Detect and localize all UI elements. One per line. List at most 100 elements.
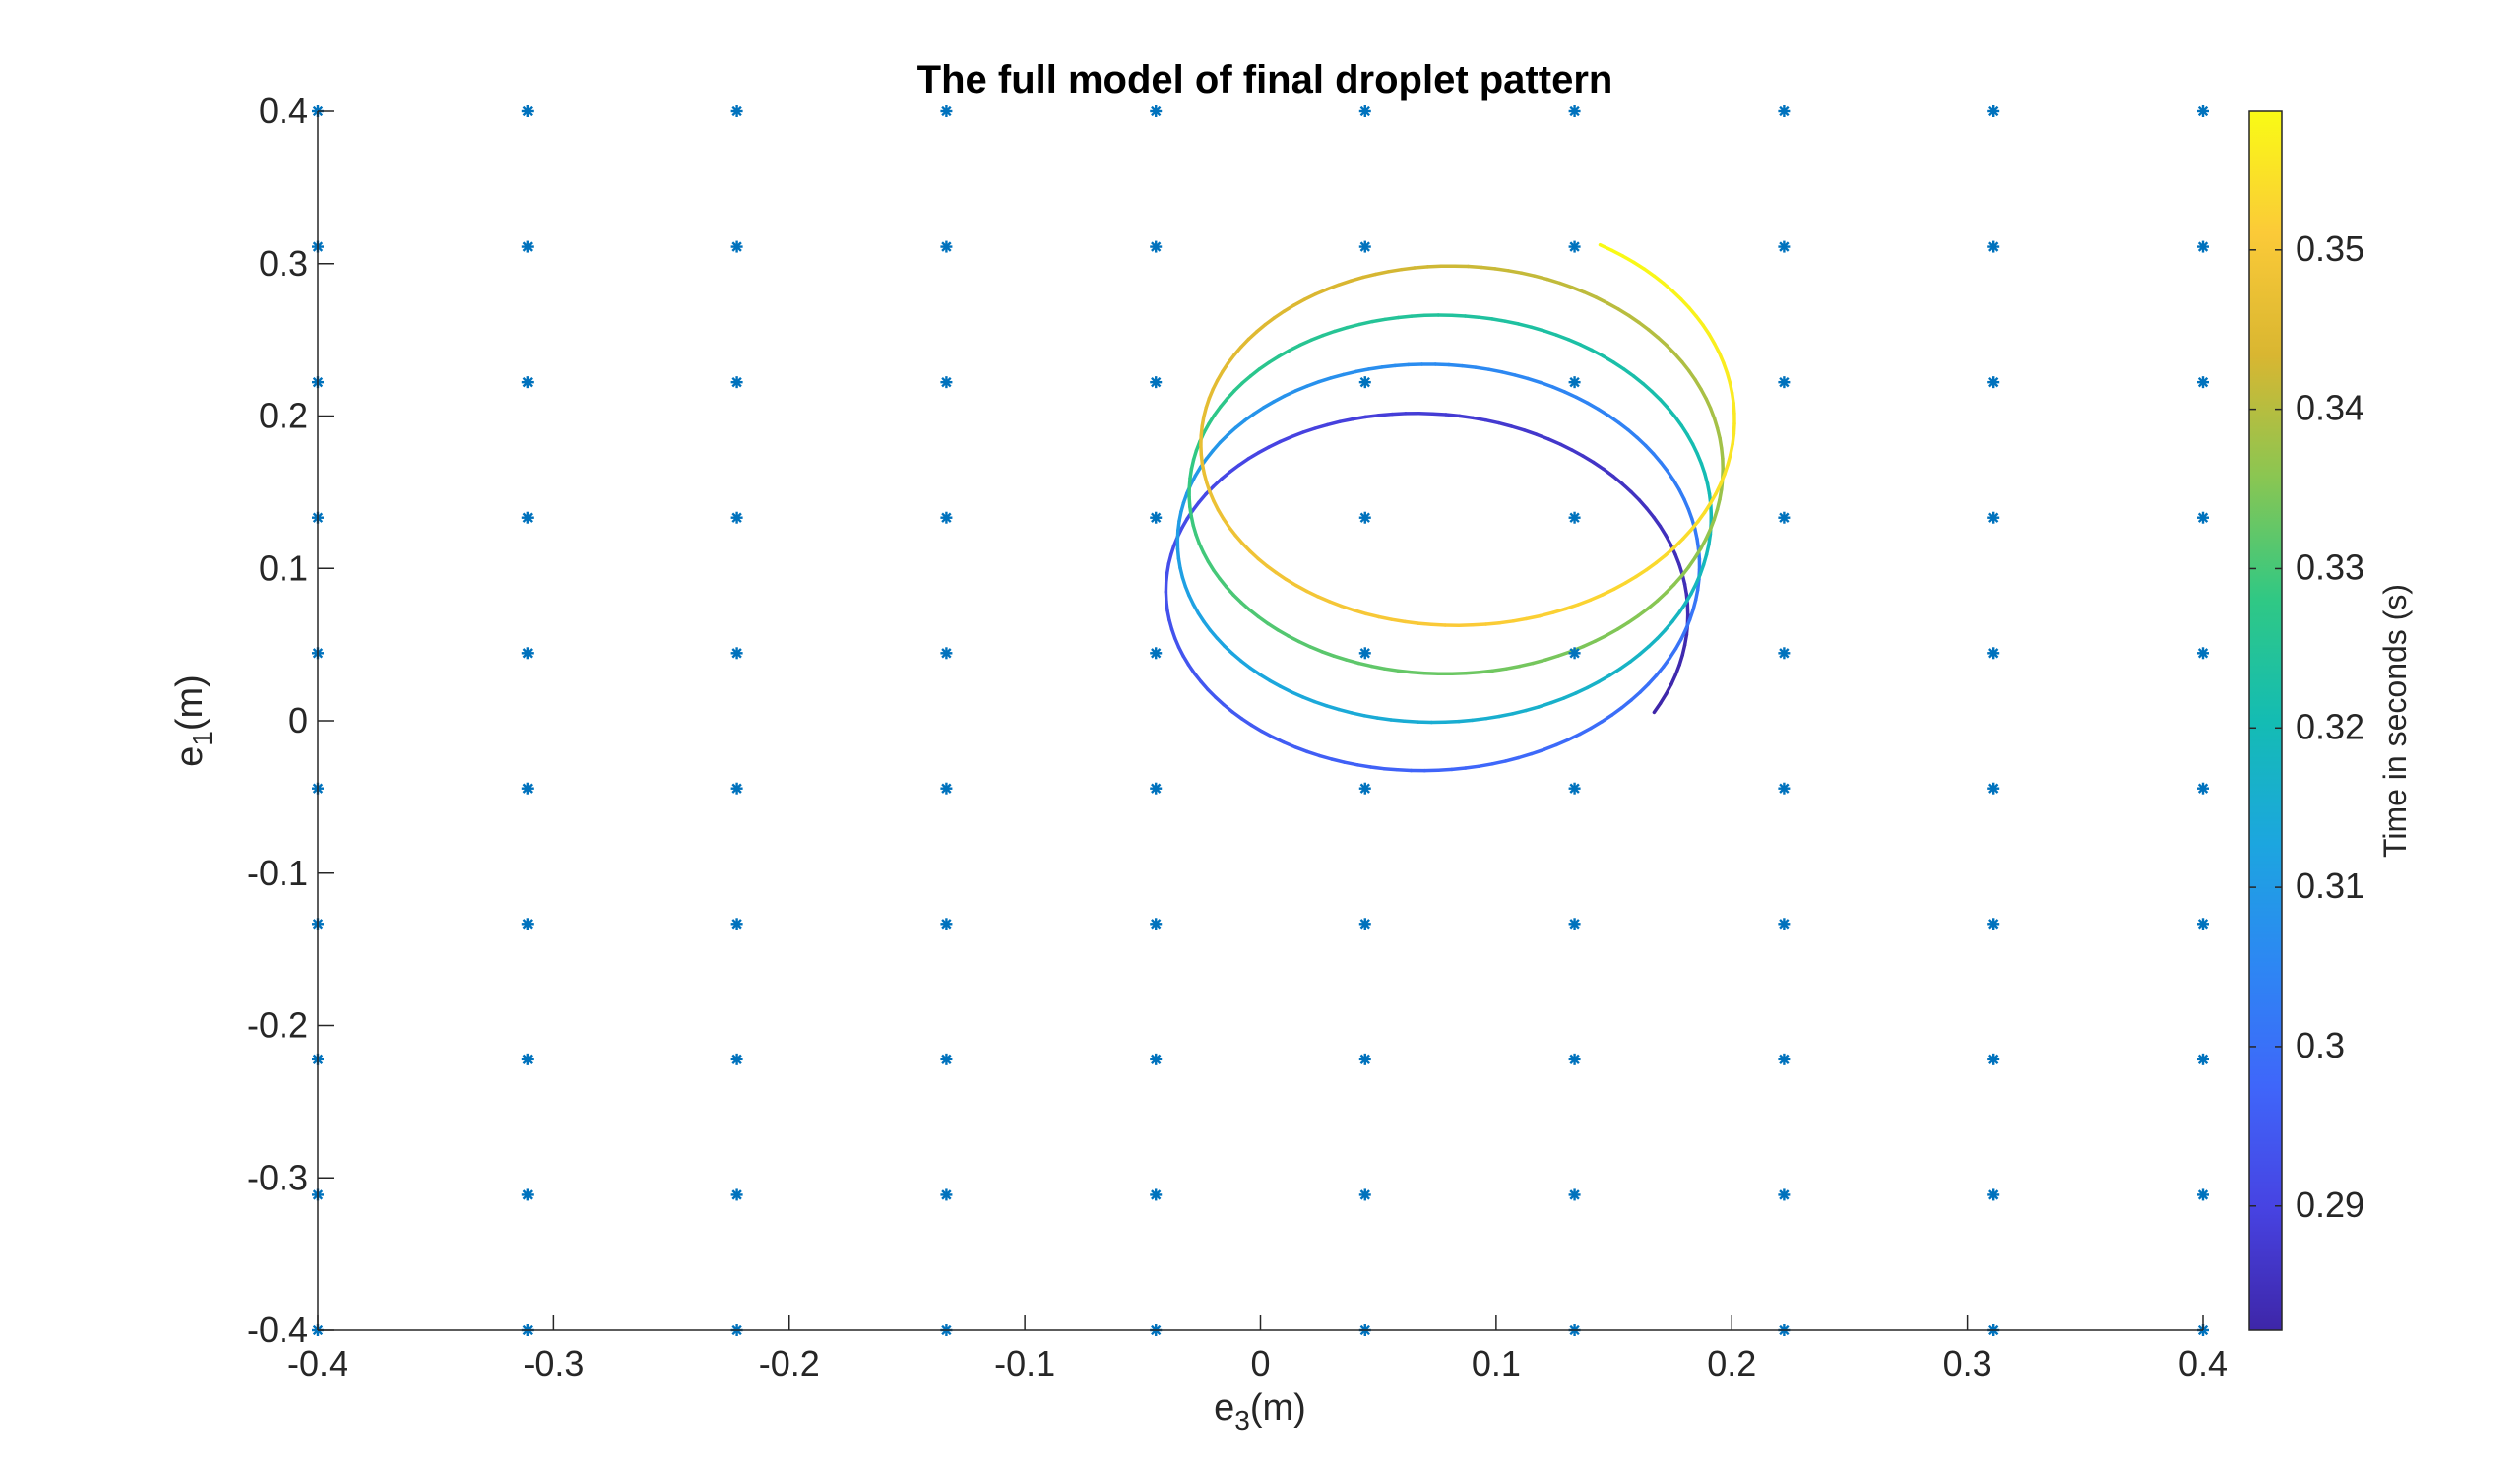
data-point-marker bbox=[940, 1188, 953, 1201]
colorbar-ticks: 0.29 0.3 0.31 0.32 0.33 0.34 0.35 bbox=[2249, 228, 2364, 1225]
data-point-marker bbox=[730, 1053, 743, 1065]
data-point-marker bbox=[1358, 105, 1371, 117]
data-point-marker bbox=[1568, 511, 1581, 524]
trajectory-segment bbox=[1654, 665, 1666, 677]
trajectory-segment bbox=[1239, 717, 1254, 728]
data-point-marker bbox=[730, 240, 743, 253]
trajectory-line bbox=[1164, 242, 1736, 773]
trajectory-segment bbox=[1283, 389, 1297, 398]
trajectory-segment bbox=[1226, 353, 1236, 365]
trajectory-segment bbox=[1672, 415, 1683, 427]
trajectory-segment bbox=[1566, 732, 1582, 742]
data-point-marker bbox=[1150, 647, 1163, 660]
data-point-marker bbox=[940, 240, 953, 253]
trajectory-segment bbox=[1313, 422, 1330, 430]
trajectory-segment bbox=[1503, 755, 1521, 763]
data-point-marker bbox=[730, 647, 743, 660]
trajectory-segment bbox=[1450, 766, 1468, 772]
trajectory-segment bbox=[1715, 426, 1722, 440]
trajectory-segment bbox=[1375, 716, 1393, 722]
trajectory-segment bbox=[1260, 729, 1275, 739]
trajectory-segment bbox=[1430, 412, 1448, 417]
trajectory-segment bbox=[1562, 390, 1578, 400]
trajectory-segment bbox=[1252, 406, 1266, 417]
trajectory-segment bbox=[1276, 628, 1291, 638]
trajectory-segment bbox=[1714, 481, 1723, 496]
trajectory-segment bbox=[1490, 667, 1508, 673]
trajectory-segment bbox=[1483, 417, 1501, 425]
trajectory-segment bbox=[1538, 380, 1554, 389]
trajectory-segment bbox=[1606, 301, 1620, 311]
trajectory-segment bbox=[1686, 305, 1698, 318]
trajectory-segment bbox=[1516, 322, 1534, 329]
trajectory-segment bbox=[1576, 598, 1593, 607]
trajectory-segment bbox=[1666, 469, 1676, 482]
trajectory-segment bbox=[1589, 720, 1604, 731]
trajectory-segment bbox=[1671, 479, 1681, 492]
trajectory-segment bbox=[1362, 714, 1380, 720]
trajectory-segment bbox=[1627, 313, 1641, 325]
trajectory-segment bbox=[1637, 497, 1649, 511]
data-point-marker bbox=[940, 782, 953, 795]
trajectory-segment bbox=[1233, 418, 1247, 429]
trajectory-segment bbox=[1240, 542, 1252, 553]
colorbar-tick-label: 0.29 bbox=[2296, 1185, 2364, 1225]
trajectory-segment bbox=[1337, 707, 1354, 715]
trajectory-segment bbox=[1673, 663, 1681, 676]
trajectory-segment bbox=[1593, 633, 1608, 643]
data-point-marker bbox=[521, 511, 534, 524]
data-point-marker bbox=[1987, 240, 2000, 253]
x-tick-label: 0 bbox=[1250, 1343, 1270, 1383]
y-axis-label: e1(m) bbox=[169, 674, 218, 767]
y-tick-label: -0.4 bbox=[247, 1310, 308, 1350]
trajectory-segment bbox=[1643, 443, 1656, 456]
trajectory-segment bbox=[1656, 335, 1669, 348]
data-point-marker bbox=[1778, 647, 1791, 660]
trajectory-segment bbox=[1292, 297, 1307, 307]
trajectory-segment bbox=[1619, 698, 1633, 710]
trajectory-segment bbox=[1707, 332, 1717, 346]
trajectory-segment bbox=[1509, 424, 1527, 432]
trajectory-segment bbox=[1350, 711, 1366, 718]
trajectory-segment bbox=[1324, 704, 1341, 712]
trajectory-segment bbox=[1561, 691, 1578, 700]
trajectory-segment bbox=[1443, 719, 1461, 725]
trajectory-segment bbox=[1497, 619, 1515, 625]
y-tick-label: 0.1 bbox=[259, 547, 308, 588]
x-tick-label: -0.3 bbox=[523, 1343, 584, 1383]
trajectory-segment bbox=[1664, 533, 1673, 547]
trajectory-segment bbox=[1542, 742, 1558, 752]
trajectory-segment bbox=[1218, 576, 1228, 589]
trajectory-segment bbox=[1679, 565, 1691, 578]
colorbar-tick-label: 0.35 bbox=[2296, 228, 2364, 269]
trajectory-segment bbox=[1620, 481, 1633, 494]
trajectory-segment bbox=[1621, 367, 1636, 378]
trajectory-segment bbox=[1550, 607, 1568, 614]
trajectory-segment bbox=[1522, 428, 1539, 436]
data-point-marker bbox=[1150, 376, 1163, 389]
trajectory-segment bbox=[1282, 303, 1296, 313]
trajectory-segment bbox=[1329, 372, 1346, 380]
trajectory-segment bbox=[1647, 328, 1660, 340]
trajectory-segment bbox=[1550, 385, 1567, 394]
trajectory-segment bbox=[1290, 430, 1305, 439]
trajectory-segment bbox=[1634, 567, 1649, 579]
data-point-marker bbox=[1568, 376, 1581, 389]
trajectory-segment bbox=[1450, 672, 1468, 676]
trajectory-segment bbox=[1477, 315, 1494, 321]
trajectory-segment bbox=[1680, 528, 1693, 542]
trajectory-segment bbox=[1637, 644, 1651, 657]
trajectory-segment bbox=[1683, 592, 1693, 606]
trajectory-segment bbox=[1510, 708, 1528, 716]
x-tick-label: -0.2 bbox=[759, 1343, 820, 1383]
trajectory-segment bbox=[1601, 353, 1615, 364]
trajectory-segment bbox=[1642, 267, 1657, 279]
trajectory-segment bbox=[1231, 593, 1243, 605]
trajectory-segment bbox=[1254, 322, 1268, 334]
colorbar-tick-label: 0.31 bbox=[2296, 866, 2364, 906]
trajectory-segment bbox=[1256, 445, 1272, 455]
trajectory-segment bbox=[1678, 297, 1691, 310]
trajectory-segment bbox=[1477, 762, 1494, 768]
data-point-marker bbox=[1358, 782, 1371, 795]
